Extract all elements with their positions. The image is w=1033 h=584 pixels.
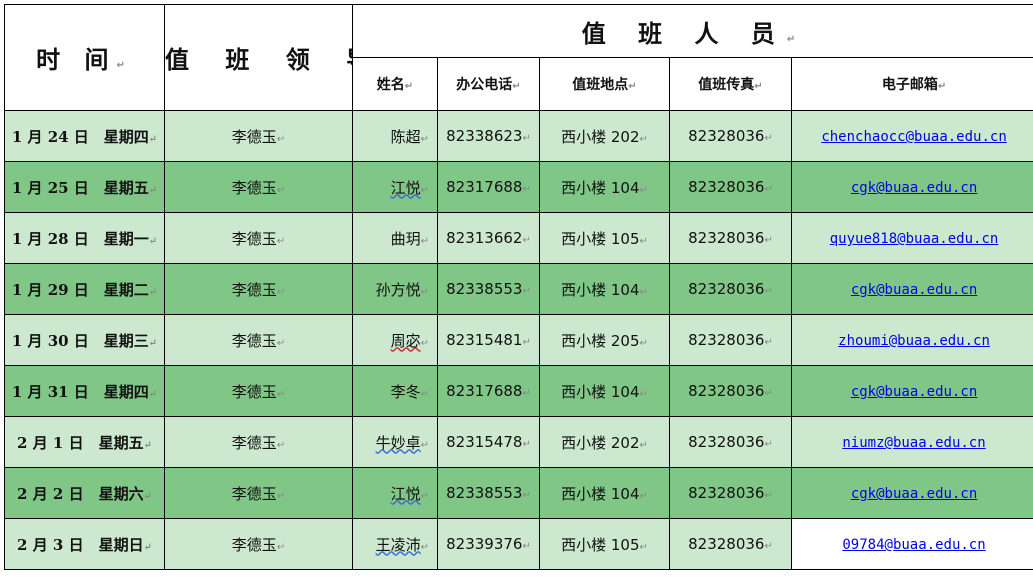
table-row: 1 月 31 日 星期四李德玉李冬82317688西小楼 10482328036… <box>4 365 1033 417</box>
location-cell: 西小楼 105 <box>539 212 670 264</box>
fax-cell: 82328036 <box>669 416 792 468</box>
table-row: 1 月 30 日 星期三李德玉周宓82315481西小楼 20582328036… <box>4 314 1033 366</box>
email-cell: zhoumi@buaa.edu.cn <box>790 314 1033 366</box>
phone-cell: 82317688 <box>437 365 540 417</box>
fax-cell: 82328036 <box>669 314 792 366</box>
column-header-location: 值班地点 <box>539 57 670 111</box>
location-cell: 西小楼 202 <box>539 416 670 468</box>
date-cell: 1 月 31 日 星期四 <box>4 365 165 417</box>
email-link[interactable]: 09784@buaa.edu.cn <box>842 537 986 553</box>
location-cell: 西小楼 104 <box>539 263 670 315</box>
header-leader: 值 班 领 导 <box>164 4 353 111</box>
email-link[interactable]: chenchaocc@buaa.edu.cn <box>821 129 1007 145</box>
column-header-email: 电子邮箱 <box>790 57 1033 111</box>
email-link[interactable]: niumz@buaa.edu.cn <box>842 435 986 451</box>
email-link[interactable]: cgk@buaa.edu.cn <box>850 282 978 298</box>
email-cell: 09784@buaa.edu.cn <box>790 518 1033 570</box>
fax-cell: 82328036 <box>669 212 792 264</box>
email-cell: niumz@buaa.edu.cn <box>790 416 1033 468</box>
leader-cell: 李德玉 <box>164 518 353 570</box>
email-cell: chenchaocc@buaa.edu.cn <box>790 110 1033 162</box>
date-cell: 2 月 3 日 星期日 <box>4 518 165 570</box>
leader-cell: 李德玉 <box>164 161 353 213</box>
phone-cell: 82317688 <box>437 161 540 213</box>
location-cell: 西小楼 105 <box>539 518 670 570</box>
name-cell: 周宓 <box>352 314 438 366</box>
location-cell: 西小楼 104 <box>539 161 670 213</box>
table-row: 1 月 28 日 星期一李德玉曲玥82313662西小楼 10582328036… <box>4 212 1033 264</box>
duty-schedule-table: 时 间 值 班 领 导 值 班 人 员 姓名 办公电话 值班地点 值班传真 电子… <box>4 4 1033 570</box>
location-cell: 西小楼 104 <box>539 365 670 417</box>
table-row: 2 月 2 日 星期六李德玉江悦82338553西小楼 10482328036 c… <box>4 467 1033 519</box>
date-cell: 1 月 24 日 星期四 <box>4 110 165 162</box>
leader-cell: 李德玉 <box>164 263 353 315</box>
email-link[interactable]: zhoumi@buaa.edu.cn <box>838 333 990 349</box>
email-cell: cgk@buaa.edu.cn <box>790 365 1033 417</box>
leader-cell: 李德玉 <box>164 314 353 366</box>
name-cell: 陈超 <box>352 110 438 162</box>
email-cell: cgk@buaa.edu.cn <box>790 263 1033 315</box>
date-cell: 1 月 30 日 星期三 <box>4 314 165 366</box>
name-cell: 王凌沛 <box>352 518 438 570</box>
email-link[interactable]: cgk@buaa.edu.cn <box>850 384 978 400</box>
table-row: 1 月 25 日 星期五李德玉江悦82317688西小楼 10482328036… <box>4 161 1033 213</box>
phone-cell: 82315481 <box>437 314 540 366</box>
table-row: 1 月 24 日 星期四李德玉陈超82338623西小楼 20282328036… <box>4 110 1033 162</box>
email-link[interactable]: cgk@buaa.edu.cn <box>850 486 978 502</box>
fax-cell: 82328036 <box>669 467 792 519</box>
column-header-name: 姓名 <box>352 57 438 111</box>
phone-cell: 82338623 <box>437 110 540 162</box>
location-cell: 西小楼 205 <box>539 314 670 366</box>
email-cell: quyue818@buaa.edu.cn <box>790 212 1033 264</box>
date-cell: 2 月 2 日 星期六 <box>4 467 165 519</box>
location-cell: 西小楼 202 <box>539 110 670 162</box>
header-staff: 值 班 人 员 <box>351 4 1033 58</box>
fax-cell: 82328036 <box>669 518 792 570</box>
table-row: 2 月 3 日 星期日李德玉王凌沛82339376西小楼 10582328036… <box>4 518 1033 570</box>
email-link[interactable]: cgk@buaa.edu.cn <box>850 180 978 196</box>
phone-cell: 82338553 <box>437 263 540 315</box>
phone-cell: 82313662 <box>437 212 540 264</box>
name-cell: 牛妙卓 <box>352 416 438 468</box>
table-row: 1 月 29 日 星期二李德玉孙方悦82338553西小楼 1048232803… <box>4 263 1033 315</box>
date-cell: 2 月 1 日 星期五 <box>4 416 165 468</box>
name-cell: 孙方悦 <box>352 263 438 315</box>
leader-cell: 李德玉 <box>164 212 353 264</box>
fax-cell: 82328036 <box>669 110 792 162</box>
leader-cell: 李德玉 <box>164 365 353 417</box>
header-time: 时 间 <box>4 4 165 111</box>
fax-cell: 82328036 <box>669 161 792 213</box>
email-cell: cgk@buaa.edu.cn <box>790 161 1033 213</box>
phone-cell: 82339376 <box>437 518 540 570</box>
email-link[interactable]: quyue818@buaa.edu.cn <box>829 231 999 247</box>
name-cell: 曲玥 <box>352 212 438 264</box>
column-header-fax: 值班传真 <box>669 57 792 111</box>
leader-cell: 李德玉 <box>164 467 353 519</box>
date-cell: 1 月 25 日 星期五 <box>4 161 165 213</box>
phone-cell: 82338553 <box>437 467 540 519</box>
column-header-phone: 办公电话 <box>437 57 540 111</box>
fax-cell: 82328036 <box>669 263 792 315</box>
name-cell: 江悦 <box>352 467 438 519</box>
table-row: 2 月 1 日 星期五李德玉牛妙卓82315478西小楼 20282328036… <box>4 416 1033 468</box>
date-cell: 1 月 29 日 星期二 <box>4 263 165 315</box>
location-cell: 西小楼 104 <box>539 467 670 519</box>
date-cell: 1 月 28 日 星期一 <box>4 212 165 264</box>
email-cell: cgk@buaa.edu.cn <box>790 467 1033 519</box>
name-cell: 江悦 <box>352 161 438 213</box>
phone-cell: 82315478 <box>437 416 540 468</box>
name-cell: 李冬 <box>352 365 438 417</box>
fax-cell: 82328036 <box>669 365 792 417</box>
leader-cell: 李德玉 <box>164 110 353 162</box>
leader-cell: 李德玉 <box>164 416 353 468</box>
